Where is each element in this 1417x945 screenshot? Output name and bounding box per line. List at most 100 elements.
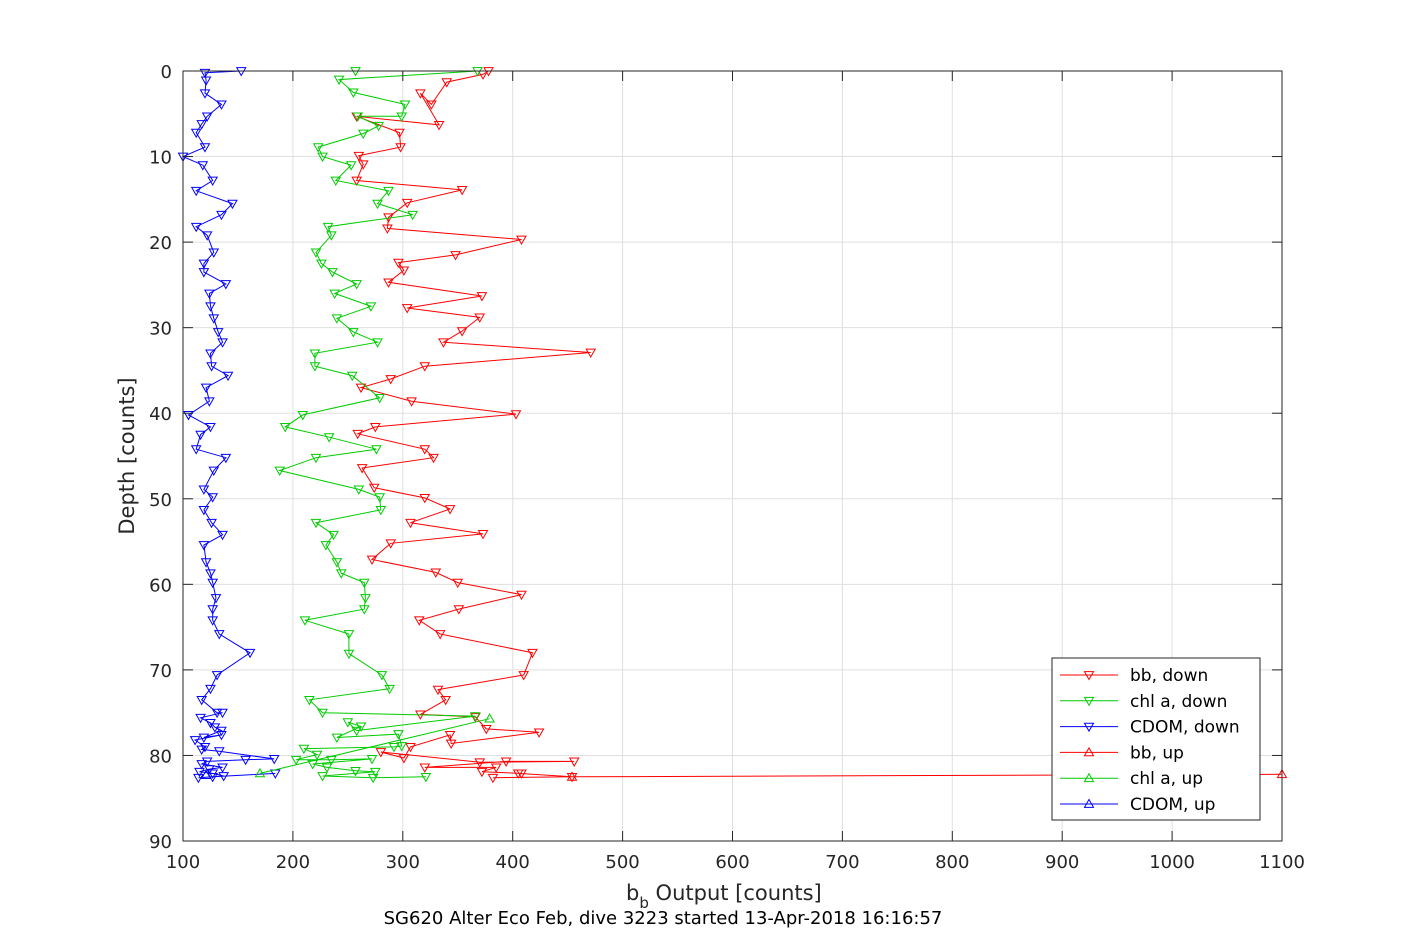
- y-tick-label: 70: [149, 661, 172, 682]
- y-tick-label: 0: [161, 62, 172, 83]
- data-point-cdom-down: [218, 772, 230, 782]
- data-point-chl-a-down: [373, 121, 384, 132]
- data-point-chl-a-down: [343, 649, 355, 660]
- data-point-chl-a-down: [342, 718, 354, 728]
- data-point-bb-down: [490, 763, 502, 773]
- data-point-cdom-down: [199, 68, 211, 79]
- chart-title: SG620 Alter Eco Feb, dive 3223 started 1…: [384, 908, 943, 929]
- data-point-cdom-down: [204, 397, 215, 407]
- series-line-chl-a-up: [259, 718, 490, 774]
- data-point-bb-down: [405, 743, 416, 753]
- data-point-chl-a-down: [321, 763, 333, 773]
- legend-label: bb, down: [1130, 666, 1208, 686]
- data-point-chl-a-down: [290, 755, 302, 766]
- data-point-bb-down: [419, 494, 431, 504]
- data-point-cdom-down: [190, 128, 202, 139]
- data-point-chl-a-up: [484, 713, 495, 723]
- data-point-cdom-down: [222, 371, 234, 382]
- data-point-chl-a-down: [279, 423, 291, 433]
- data-point-cdom-down: [190, 186, 202, 197]
- data-point-chl-a-down: [374, 393, 386, 404]
- data-point-bb-down: [401, 198, 413, 209]
- data-point-cdom-down: [196, 760, 208, 770]
- data-point-bb-down: [516, 235, 527, 246]
- x-tick-label: 300: [386, 852, 420, 873]
- data-point-chl-a-down: [330, 176, 342, 187]
- data-point-chl-a-down: [374, 493, 386, 503]
- data-point-cdom-down: [198, 733, 210, 743]
- data-point-chl-a-down: [369, 767, 381, 778]
- data-point-cdom-down: [220, 453, 232, 464]
- data-point-chl-a-down: [399, 100, 411, 110]
- data-point-chl-a-down: [350, 766, 361, 777]
- y-tick-label: 30: [149, 319, 172, 340]
- data-point-cdom-down: [210, 594, 222, 604]
- data-point-cdom-down: [198, 506, 210, 516]
- data-point-chl-a-down: [309, 362, 321, 372]
- data-point-chl-a-down: [372, 338, 383, 348]
- data-point-chl-a-down: [351, 726, 363, 737]
- data-point-bb-down: [452, 578, 464, 589]
- data-point-bb-down: [398, 754, 410, 764]
- data-point-chl-a-down: [347, 88, 359, 98]
- y-tick-label: 20: [149, 233, 172, 254]
- x-tick-labels: 100 200 300 400 500 600 700 800 900 1000 1100: [166, 852, 1305, 873]
- data-point-cdom-down: [208, 248, 220, 258]
- data-point-cdom-down: [201, 112, 213, 122]
- data-point-cdom-down: [216, 100, 227, 110]
- data-point-cdom-down: [205, 569, 216, 579]
- data-point-cdom-down: [204, 289, 215, 299]
- x-tick-label: 900: [1045, 852, 1079, 873]
- data-point-chl-a-down: [357, 129, 369, 139]
- data-point-bb-down: [406, 397, 417, 407]
- data-point-cdom-down: [190, 222, 202, 233]
- data-point-chl-a-down: [316, 259, 327, 270]
- data-point-cdom-down: [183, 411, 194, 421]
- legend-item-bb-up: bb, up: [1060, 743, 1184, 763]
- data-point-chl-a-down: [328, 530, 339, 541]
- data-point-bb-down: [518, 671, 530, 681]
- data-point-bb-down: [456, 186, 468, 196]
- data-point-bb-down: [527, 648, 538, 659]
- data-point-chl-a-down: [310, 518, 322, 529]
- data-point-cdom-down: [240, 755, 252, 766]
- data-point-bb-down: [385, 375, 397, 385]
- legend-label: chl a, down: [1130, 692, 1227, 712]
- data-point-bb-down: [426, 100, 437, 110]
- data-point-chl-a-down: [383, 186, 394, 197]
- x-tick-label: 100: [166, 852, 200, 873]
- data-point-cdom-down: [193, 773, 204, 784]
- data-point-bb-down: [474, 758, 486, 768]
- data-point-bb-down: [444, 505, 456, 515]
- data-point-bb-down: [432, 685, 444, 696]
- data-point-cdom-down: [207, 616, 219, 626]
- series-chl-a-up: [254, 713, 495, 778]
- data-point-chl-a-down: [322, 222, 334, 233]
- data-point-cdom-down: [207, 493, 219, 503]
- data-point-chl-a-up: [254, 767, 266, 778]
- data-point-bb-down: [450, 251, 461, 261]
- data-point-cdom-down: [205, 302, 216, 312]
- data-point-bb-down: [395, 143, 406, 153]
- data-point-chl-a-down: [350, 67, 361, 77]
- data-point-chl-a-down: [469, 712, 481, 722]
- series-cdom-down: [177, 67, 281, 784]
- data-point-bb-down: [419, 445, 431, 455]
- data-point-chl-a-down: [310, 453, 322, 464]
- data-point-chl-a-down: [329, 289, 341, 299]
- data-point-cdom-down: [211, 708, 223, 719]
- y-tick-label: 80: [149, 746, 172, 767]
- data-point-bb-down: [385, 539, 397, 549]
- data-point-cdom-down: [194, 767, 205, 778]
- y-axis-label: Depth [counts]: [115, 377, 139, 534]
- data-point-bb-down: [419, 362, 431, 372]
- data-point-chl-a-down: [384, 684, 395, 695]
- data-point-chl-a-down: [367, 773, 379, 784]
- data-point-chl-a-down: [304, 695, 315, 706]
- data-point-bb-down: [434, 630, 446, 640]
- data-point-bb-down: [568, 757, 580, 767]
- data-point-cdom-up: [200, 769, 212, 779]
- data-point-chl-a-down: [376, 671, 388, 681]
- data-point-cdom-down: [199, 89, 211, 99]
